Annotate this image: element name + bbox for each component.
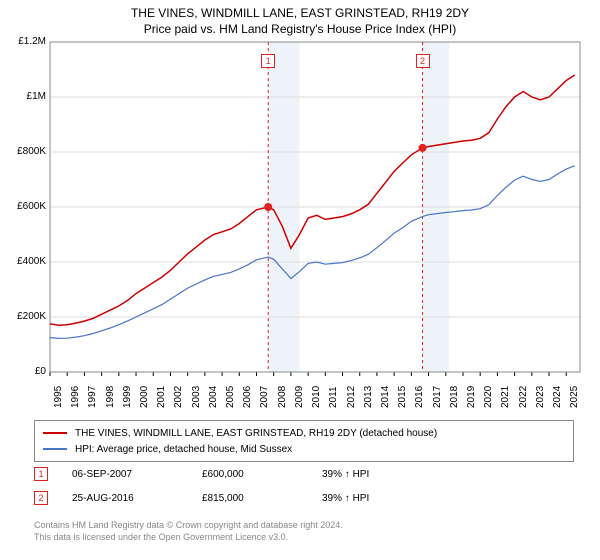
title-line1: THE VINES, WINDMILL LANE, EAST GRINSTEAD… (0, 6, 600, 20)
x-tick-label: 2006 (242, 386, 253, 408)
sale-row: 1 06-SEP-2007 £600,000 39% ↑ HPI (34, 466, 442, 482)
x-tick-label: 2019 (466, 386, 477, 408)
y-tick-label: £400K (2, 256, 46, 267)
x-tick-label: 2024 (552, 386, 563, 408)
x-tick-label: 2015 (397, 386, 408, 408)
legend-label: THE VINES, WINDMILL LANE, EAST GRINSTEAD… (75, 428, 437, 439)
titles: THE VINES, WINDMILL LANE, EAST GRINSTEAD… (0, 0, 600, 36)
sale-row: 2 25-AUG-2016 £815,000 39% ↑ HPI (34, 490, 442, 506)
sale-price: £600,000 (202, 469, 322, 480)
sale-badge: 1 (34, 467, 48, 481)
title-line2: Price paid vs. HM Land Registry's House … (0, 22, 600, 36)
x-axis-labels: 1995 1996 1997 1998 1999 2000 2001 2002 2003 2004… (50, 376, 580, 416)
x-tick-label: 2016 (414, 386, 425, 408)
x-tick-label: 2022 (518, 386, 529, 408)
x-tick-label: 1995 (53, 386, 64, 408)
x-tick-label: 1999 (122, 386, 133, 408)
x-tick-label: 2005 (225, 386, 236, 408)
x-tick-label: 2007 (259, 386, 270, 408)
sale-date: 25-AUG-2016 (72, 493, 202, 504)
x-tick-label: 2021 (500, 386, 511, 408)
footer-line2: This data is licensed under the Open Gov… (34, 532, 343, 544)
x-tick-label: 2009 (294, 386, 305, 408)
legend-row: THE VINES, WINDMILL LANE, EAST GRINSTEAD… (43, 425, 565, 441)
x-tick-label: 2020 (483, 386, 494, 408)
x-tick-label: 2001 (156, 386, 167, 408)
x-tick-label: 1998 (105, 386, 116, 408)
y-tick-label: £800K (2, 146, 46, 157)
legend-row: HPI: Average price, detached house, Mid … (43, 441, 565, 457)
x-tick-label: 2014 (380, 386, 391, 408)
footer-line1: Contains HM Land Registry data © Crown c… (34, 520, 343, 532)
line-chart (50, 42, 580, 372)
x-tick-label: 2012 (346, 386, 357, 408)
x-tick-label: 2008 (277, 386, 288, 408)
x-tick-label: 2002 (173, 386, 184, 408)
x-tick-label: 2011 (328, 386, 339, 408)
x-tick-label: 2000 (139, 386, 150, 408)
x-tick-label: 2003 (191, 386, 202, 408)
sale-badge: 2 (34, 491, 48, 505)
y-tick-label: £600K (2, 201, 46, 212)
legend-swatch (43, 448, 67, 450)
sale-hpi: 39% ↑ HPI (322, 493, 442, 504)
sale-price: £815,000 (202, 493, 322, 504)
chart-marker-badge: 1 (261, 54, 275, 68)
x-tick-label: 2023 (535, 386, 546, 408)
x-tick-label: 1997 (87, 386, 98, 408)
y-tick-label: £1.2M (2, 36, 46, 47)
sale-date: 06-SEP-2007 (72, 469, 202, 480)
x-tick-label: 2018 (449, 386, 460, 408)
x-tick-label: 2025 (569, 386, 580, 408)
footer: Contains HM Land Registry data © Crown c… (34, 520, 343, 543)
x-tick-label: 2013 (363, 386, 374, 408)
chart-container: THE VINES, WINDMILL LANE, EAST GRINSTEAD… (0, 0, 600, 560)
y-tick-label: £200K (2, 311, 46, 322)
legend: THE VINES, WINDMILL LANE, EAST GRINSTEAD… (34, 420, 574, 462)
x-tick-label: 2017 (432, 386, 443, 408)
x-tick-label: 1996 (70, 386, 81, 408)
sale-hpi: 39% ↑ HPI (322, 469, 442, 480)
legend-label: HPI: Average price, detached house, Mid … (75, 444, 292, 455)
legend-swatch (43, 432, 67, 434)
y-tick-label: £0 (2, 366, 46, 377)
y-tick-label: £1M (2, 91, 46, 102)
x-tick-label: 2004 (208, 386, 219, 408)
chart-marker-badge: 2 (416, 54, 430, 68)
x-tick-label: 2010 (311, 386, 322, 408)
